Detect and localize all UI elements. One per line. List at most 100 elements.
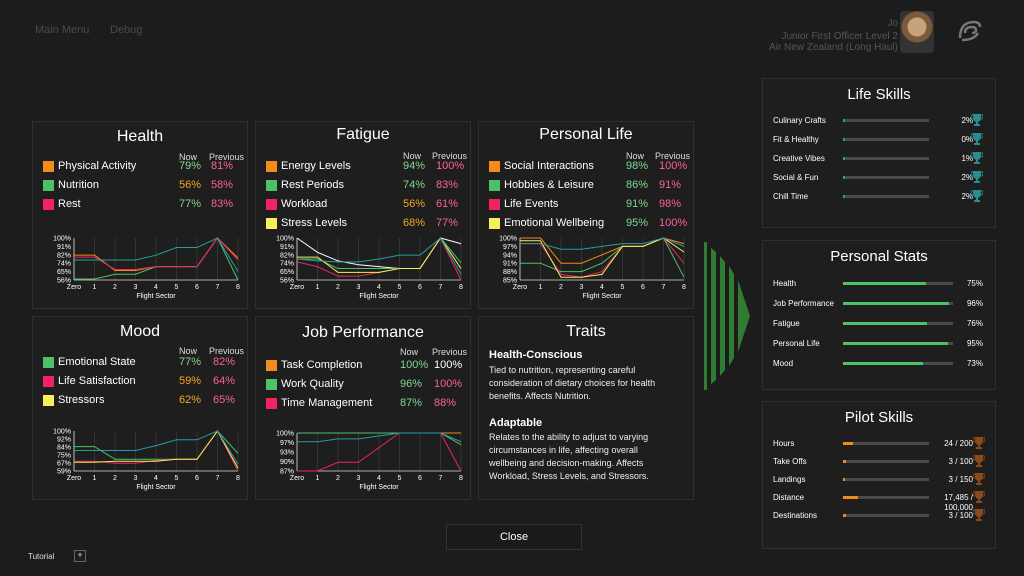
previous-value: 61% bbox=[436, 198, 459, 210]
skill-row: Health 75% bbox=[773, 279, 987, 297]
y-tick-label: 100% bbox=[53, 429, 71, 436]
series-line bbox=[520, 237, 685, 278]
skill-progress-fill bbox=[843, 302, 949, 305]
metric-label: Workload bbox=[281, 198, 328, 210]
now-value: 56% bbox=[403, 198, 426, 210]
skill-progress-bar bbox=[843, 460, 929, 463]
main-menu-link[interactable]: Main Menu bbox=[35, 24, 90, 36]
x-tick-label: 2 bbox=[559, 284, 563, 291]
skill-progress-fill bbox=[843, 176, 845, 179]
skill-value: 95% bbox=[966, 339, 983, 348]
y-tick-label: 91% bbox=[280, 244, 294, 251]
now-value: 95% bbox=[626, 217, 649, 229]
health-panel: Health Now Previous Physical Activity 79%… bbox=[32, 121, 248, 309]
trophy-icon bbox=[971, 171, 983, 183]
legend-swatch bbox=[43, 199, 54, 210]
mood-chart: Zero 1 2 3 4 5 6 7 8 100%92%84%75%67%59% Flight Se… bbox=[53, 429, 240, 492]
now-value: 62% bbox=[179, 394, 202, 406]
skill-row: Chill Time 2% bbox=[773, 190, 987, 210]
skill-row: Landings 3 / 150 bbox=[773, 473, 987, 493]
metric-label: Task Completion bbox=[281, 359, 363, 371]
skill-progress-fill bbox=[843, 195, 845, 198]
now-value: 59% bbox=[179, 375, 202, 387]
now-value: 100% bbox=[400, 359, 429, 371]
now-header: Now bbox=[179, 152, 198, 162]
legend-swatch bbox=[266, 360, 277, 371]
personal-life-panel: Personal Life Now Previous Social Intera… bbox=[478, 121, 694, 309]
legend-swatch bbox=[43, 180, 54, 191]
x-tick-label: 7 bbox=[216, 284, 220, 291]
personal-life-chart: Zero 1 2 3 4 5 6 7 8 100%97%94% 91%88% 85% Flight Se… bbox=[499, 236, 686, 301]
x-axis-label: Flight Sector bbox=[359, 293, 399, 300]
skill-row: Mood 73% bbox=[773, 359, 987, 377]
now-value: 56% bbox=[179, 179, 202, 191]
close-button[interactable]: Close bbox=[446, 524, 582, 550]
y-tick-label: 67% bbox=[57, 461, 71, 468]
now-header: Now bbox=[400, 347, 419, 357]
x-tick-label: Zero bbox=[290, 284, 305, 291]
x-tick-label: 4 bbox=[154, 284, 158, 291]
metric-label: Social Interactions bbox=[504, 160, 594, 172]
trophy-icon bbox=[971, 133, 983, 145]
y-tick-label: 97% bbox=[280, 440, 294, 447]
tutorial-expand-button[interactable]: + bbox=[74, 550, 86, 562]
previous-value: 100% bbox=[659, 217, 688, 229]
now-value: 68% bbox=[403, 217, 426, 229]
legend-swatch bbox=[43, 395, 54, 406]
trophy-icon bbox=[973, 437, 985, 449]
previous-value: 88% bbox=[434, 397, 457, 409]
now-header: Now bbox=[626, 151, 645, 161]
y-tick-label: 56% bbox=[280, 278, 294, 285]
y-tick-label: 59% bbox=[57, 469, 71, 476]
skill-progress-fill bbox=[843, 478, 845, 481]
trait-name: Health-Conscious bbox=[489, 349, 583, 361]
skill-progress-bar bbox=[843, 514, 929, 517]
metric-label: Stress Levels bbox=[281, 217, 348, 229]
skill-value: 75% bbox=[966, 279, 983, 288]
x-tick-label: 7 bbox=[216, 475, 220, 482]
skill-label: Job Performance bbox=[773, 299, 834, 308]
metric-row: Life Satisfaction 59% 64% bbox=[43, 375, 243, 389]
health-title: Health bbox=[116, 128, 164, 145]
x-tick-label: 7 bbox=[439, 284, 443, 291]
trophy-icon bbox=[973, 455, 985, 467]
y-tick-label: 100% bbox=[276, 236, 294, 243]
skill-row: Culinary Crafts 2% bbox=[773, 114, 987, 134]
metric-label: Nutrition bbox=[58, 179, 99, 191]
skill-progress-fill bbox=[843, 460, 846, 463]
y-tick-label: 91% bbox=[57, 244, 71, 251]
skill-progress-fill bbox=[843, 322, 927, 325]
y-tick-label: 97% bbox=[503, 244, 517, 251]
debug-link[interactable]: Debug bbox=[110, 24, 143, 36]
pilot-skills-panel: Pilot Skills Hours 24 / 200 Take Offs 3 / 1… bbox=[762, 401, 996, 549]
legend-swatch bbox=[489, 180, 500, 191]
trophy-icon bbox=[971, 152, 983, 164]
skill-label: Mood bbox=[773, 359, 794, 368]
skill-progress-bar bbox=[843, 138, 929, 141]
traits-panel: Traits Health-Conscious Tied to nutritio… bbox=[478, 316, 694, 500]
y-tick-label: 100% bbox=[53, 236, 71, 243]
tutorial-label[interactable]: Tutorial bbox=[28, 552, 55, 561]
metric-row: Workload 56% 61% bbox=[266, 198, 466, 212]
x-tick-label: 8 bbox=[459, 475, 463, 482]
skill-progress-bar bbox=[843, 176, 929, 179]
skill-progress-bar bbox=[843, 496, 929, 499]
metric-row: Hobbies & Leisure 86% 91% bbox=[489, 179, 689, 193]
skill-value: 3 / 100 bbox=[948, 457, 973, 466]
avatar[interactable] bbox=[900, 11, 934, 53]
y-tick-label: 87% bbox=[280, 469, 294, 476]
metric-row: Time Management 87% 88% bbox=[266, 397, 466, 411]
metric-row: Nutrition 56% 58% bbox=[43, 179, 243, 193]
fatigue-chart: Zero 1 2 3 4 5 6 7 8 100%91%82% 74%65% 56% Flight Se… bbox=[276, 236, 463, 301]
now-header: Now bbox=[179, 346, 198, 356]
x-tick-label: 7 bbox=[439, 475, 443, 482]
metric-row: Stress Levels 68% 77% bbox=[266, 217, 466, 231]
previous-value: 81% bbox=[211, 160, 234, 172]
y-tick-label: 88% bbox=[503, 269, 517, 276]
x-axis-label: Flight Sector bbox=[136, 484, 176, 491]
metric-row: Work Quality 96% 100% bbox=[266, 378, 466, 392]
legend-swatch bbox=[266, 398, 277, 409]
series-line bbox=[74, 430, 239, 465]
y-tick-label: 74% bbox=[57, 261, 71, 268]
trophy-icon bbox=[971, 114, 983, 126]
